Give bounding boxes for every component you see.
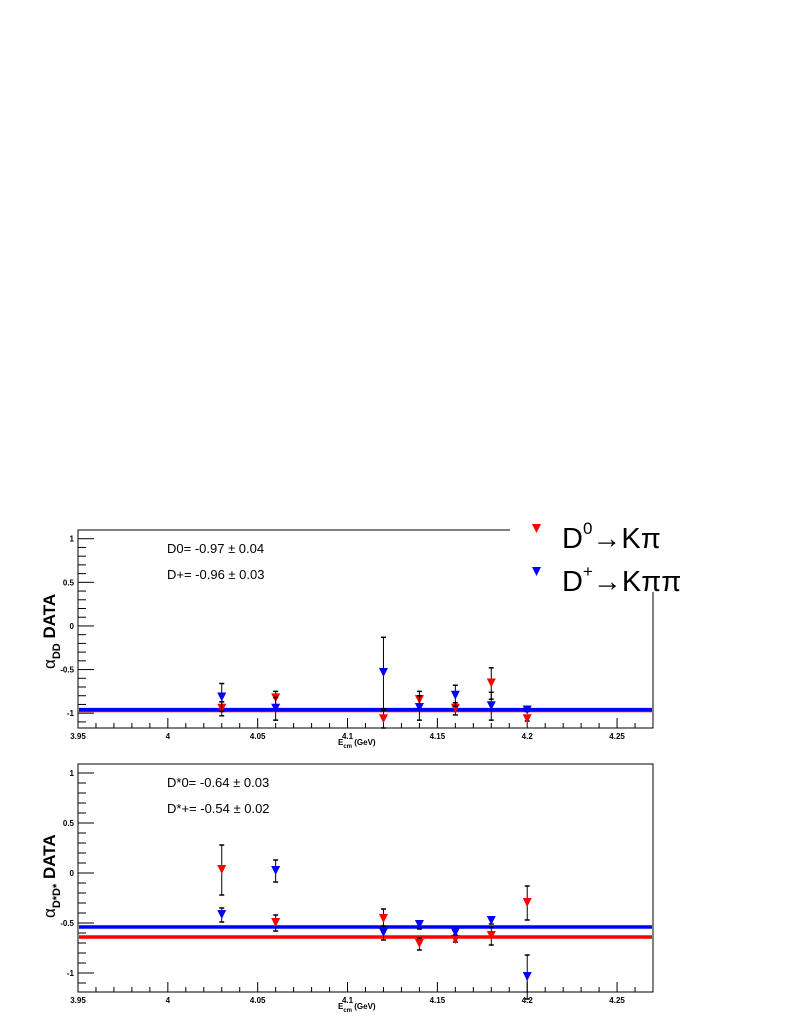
x-tick-label: 4: [166, 732, 171, 741]
data-point: [486, 931, 496, 940]
legend: D0→Kπ D+→Kππ: [510, 505, 710, 728]
y-tick-label: 0.5: [63, 819, 75, 828]
legend-label: D+→Kππ: [562, 562, 681, 598]
y-axis-label: αD*D* DATA: [40, 834, 63, 918]
y-tick-label: 0: [70, 869, 75, 878]
data-point: [450, 935, 460, 944]
data-point: [522, 972, 532, 981]
x-tick-label: 4.2: [522, 996, 534, 1005]
data-point: [414, 702, 424, 712]
plot-frame: [77, 763, 654, 993]
fit-result-annotation: D*0= -0.64 ± 0.03: [167, 775, 269, 790]
x-axis-label: Ecm (GeV): [338, 738, 376, 750]
data-point: [378, 668, 388, 678]
data-point: [522, 705, 532, 715]
data-point: [414, 939, 424, 948]
legend-marker: [532, 567, 541, 576]
data-point: [486, 916, 496, 925]
x-tick-label: 4.25: [609, 996, 625, 1005]
x-tick-label: 4.05: [250, 732, 266, 741]
y-tick-label: 0: [70, 622, 75, 631]
y-tick-label: 1: [70, 535, 75, 544]
data-point: [217, 692, 227, 702]
data-point: [378, 914, 388, 923]
x-tick-label: 4.2: [522, 732, 534, 741]
data-point: [271, 918, 281, 927]
y-tick-label: -1: [67, 709, 75, 718]
legend-box: [510, 505, 710, 592]
x-tick-label: 4.15: [430, 996, 446, 1005]
data-point: [378, 928, 388, 937]
x-tick-label: 4.15: [430, 732, 446, 741]
y-tick-label: -1: [67, 969, 75, 978]
data-point: [486, 678, 496, 688]
x-tick-label: 4.1: [342, 732, 354, 741]
y-tick-label: 1: [70, 769, 75, 778]
x-tick-label: 4.05: [250, 996, 266, 1005]
data-point: [378, 714, 388, 724]
fit-result-annotation: D0= -0.97 ± 0.04: [167, 541, 264, 556]
data-point: [486, 701, 496, 711]
plot-1: 1 0.5 0 -0.5 -1 3.95 4 4.05 4.1 4.15 4.2 4.25 Ecm (G…: [40, 529, 654, 750]
data-point: [450, 928, 460, 937]
data-point: [271, 703, 281, 713]
y-tick-label: -0.5: [60, 666, 74, 675]
x-axis-label: Ecm (GeV): [338, 1002, 376, 1014]
y-axis-label: αDD DATA: [40, 594, 63, 669]
data-point: [271, 866, 281, 875]
data-point: [522, 714, 532, 724]
x-tick-label: 4: [166, 996, 171, 1005]
x-tick-label: 3.95: [70, 996, 86, 1005]
data-point: [522, 898, 532, 907]
plot-2: 1 0.5 0 -0.5 -1 3.95 4 4.05 4.1 4.15 4.2 4.25 Ecm (G…: [40, 763, 654, 1014]
legend-marker: [532, 524, 541, 533]
fit-result-annotation: D+= -0.96 ± 0.03: [167, 567, 264, 582]
x-tick-label: 4.1: [342, 996, 354, 1005]
x-tick-label: 3.95: [70, 732, 86, 741]
data-point: [450, 690, 460, 700]
x-tick-label: 4.25: [609, 732, 625, 741]
y-tick-label: -0.5: [60, 919, 74, 928]
data-point: [217, 865, 227, 874]
legend-label: D0→Kπ: [562, 519, 661, 555]
fit-result-annotation: D*+= -0.54 ± 0.02: [167, 801, 270, 816]
data-point: [217, 910, 227, 919]
data-point: [414, 920, 424, 929]
y-tick-label: 0.5: [63, 578, 75, 587]
